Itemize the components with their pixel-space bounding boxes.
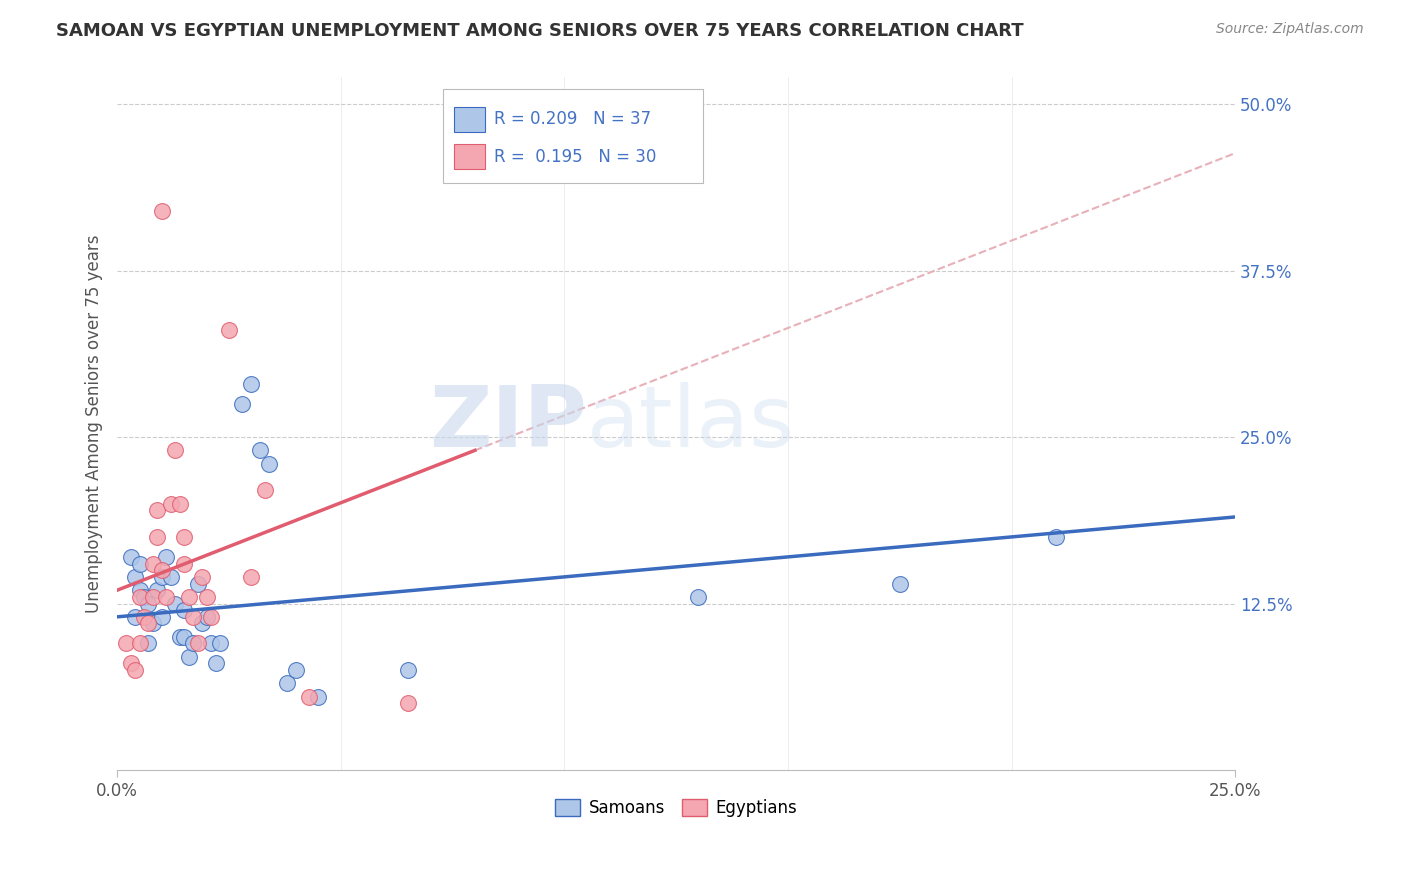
Point [155,590,177,604]
Y-axis label: Unemployment Among Seniors over 75 years: Unemployment Among Seniors over 75 years [86,235,103,613]
Point [181,610,204,624]
Point [150,563,173,577]
Point [128,590,150,604]
Text: R =  0.195   N = 30: R = 0.195 N = 30 [494,148,655,166]
Point [142,616,165,631]
Point [165,597,187,611]
Point [128,636,150,650]
Point [218,324,240,338]
Point [150,570,173,584]
Point [285,663,308,677]
Point [169,630,191,644]
Point [298,690,321,704]
Point [120,549,142,564]
Point [160,497,183,511]
Text: atlas: atlas [586,382,794,466]
Point [240,570,263,584]
Point [124,610,146,624]
Point [146,583,169,598]
Point [132,590,155,604]
Point [142,557,165,571]
Point [173,530,195,544]
Point [187,636,209,650]
Text: SAMOAN VS EGYPTIAN UNEMPLOYMENT AMONG SENIORS OVER 75 YEARS CORRELATION CHART: SAMOAN VS EGYPTIAN UNEMPLOYMENT AMONG SE… [56,22,1024,40]
Point [195,610,218,624]
Point [177,590,200,604]
Point [889,576,911,591]
Point [307,690,329,704]
Point [396,663,419,677]
Point [146,503,169,517]
Point [138,636,160,650]
Point [191,616,214,631]
Text: Source: ZipAtlas.com: Source: ZipAtlas.com [1216,22,1364,37]
Point [128,557,150,571]
Point [165,443,187,458]
Point [173,557,195,571]
Point [396,697,419,711]
Point [1045,530,1067,544]
Point [208,636,231,650]
Point [253,483,276,498]
Point [128,583,150,598]
Text: ZIP: ZIP [429,382,586,466]
Point [115,636,138,650]
Point [138,597,160,611]
Point [191,570,214,584]
Point [132,610,155,624]
Point [187,576,209,591]
Point [204,657,226,671]
Point [120,657,142,671]
Point [276,676,298,690]
Point [124,663,146,677]
Point [200,636,222,650]
Point [124,570,146,584]
Point [688,590,710,604]
Legend: Samoans, Egyptians: Samoans, Egyptians [548,792,804,824]
Point [231,397,253,411]
Point [181,636,204,650]
Point [146,530,169,544]
Point [257,457,280,471]
Point [138,616,160,631]
Point [142,590,165,604]
Text: R = 0.209   N = 37: R = 0.209 N = 37 [494,111,651,128]
Point [200,610,222,624]
Point [155,549,177,564]
Point [173,603,195,617]
Point [169,497,191,511]
Point [240,376,263,391]
Point [150,610,173,624]
Point [177,649,200,664]
Point [150,203,173,218]
Point [160,570,183,584]
Point [249,443,271,458]
Point [195,590,218,604]
Point [173,630,195,644]
